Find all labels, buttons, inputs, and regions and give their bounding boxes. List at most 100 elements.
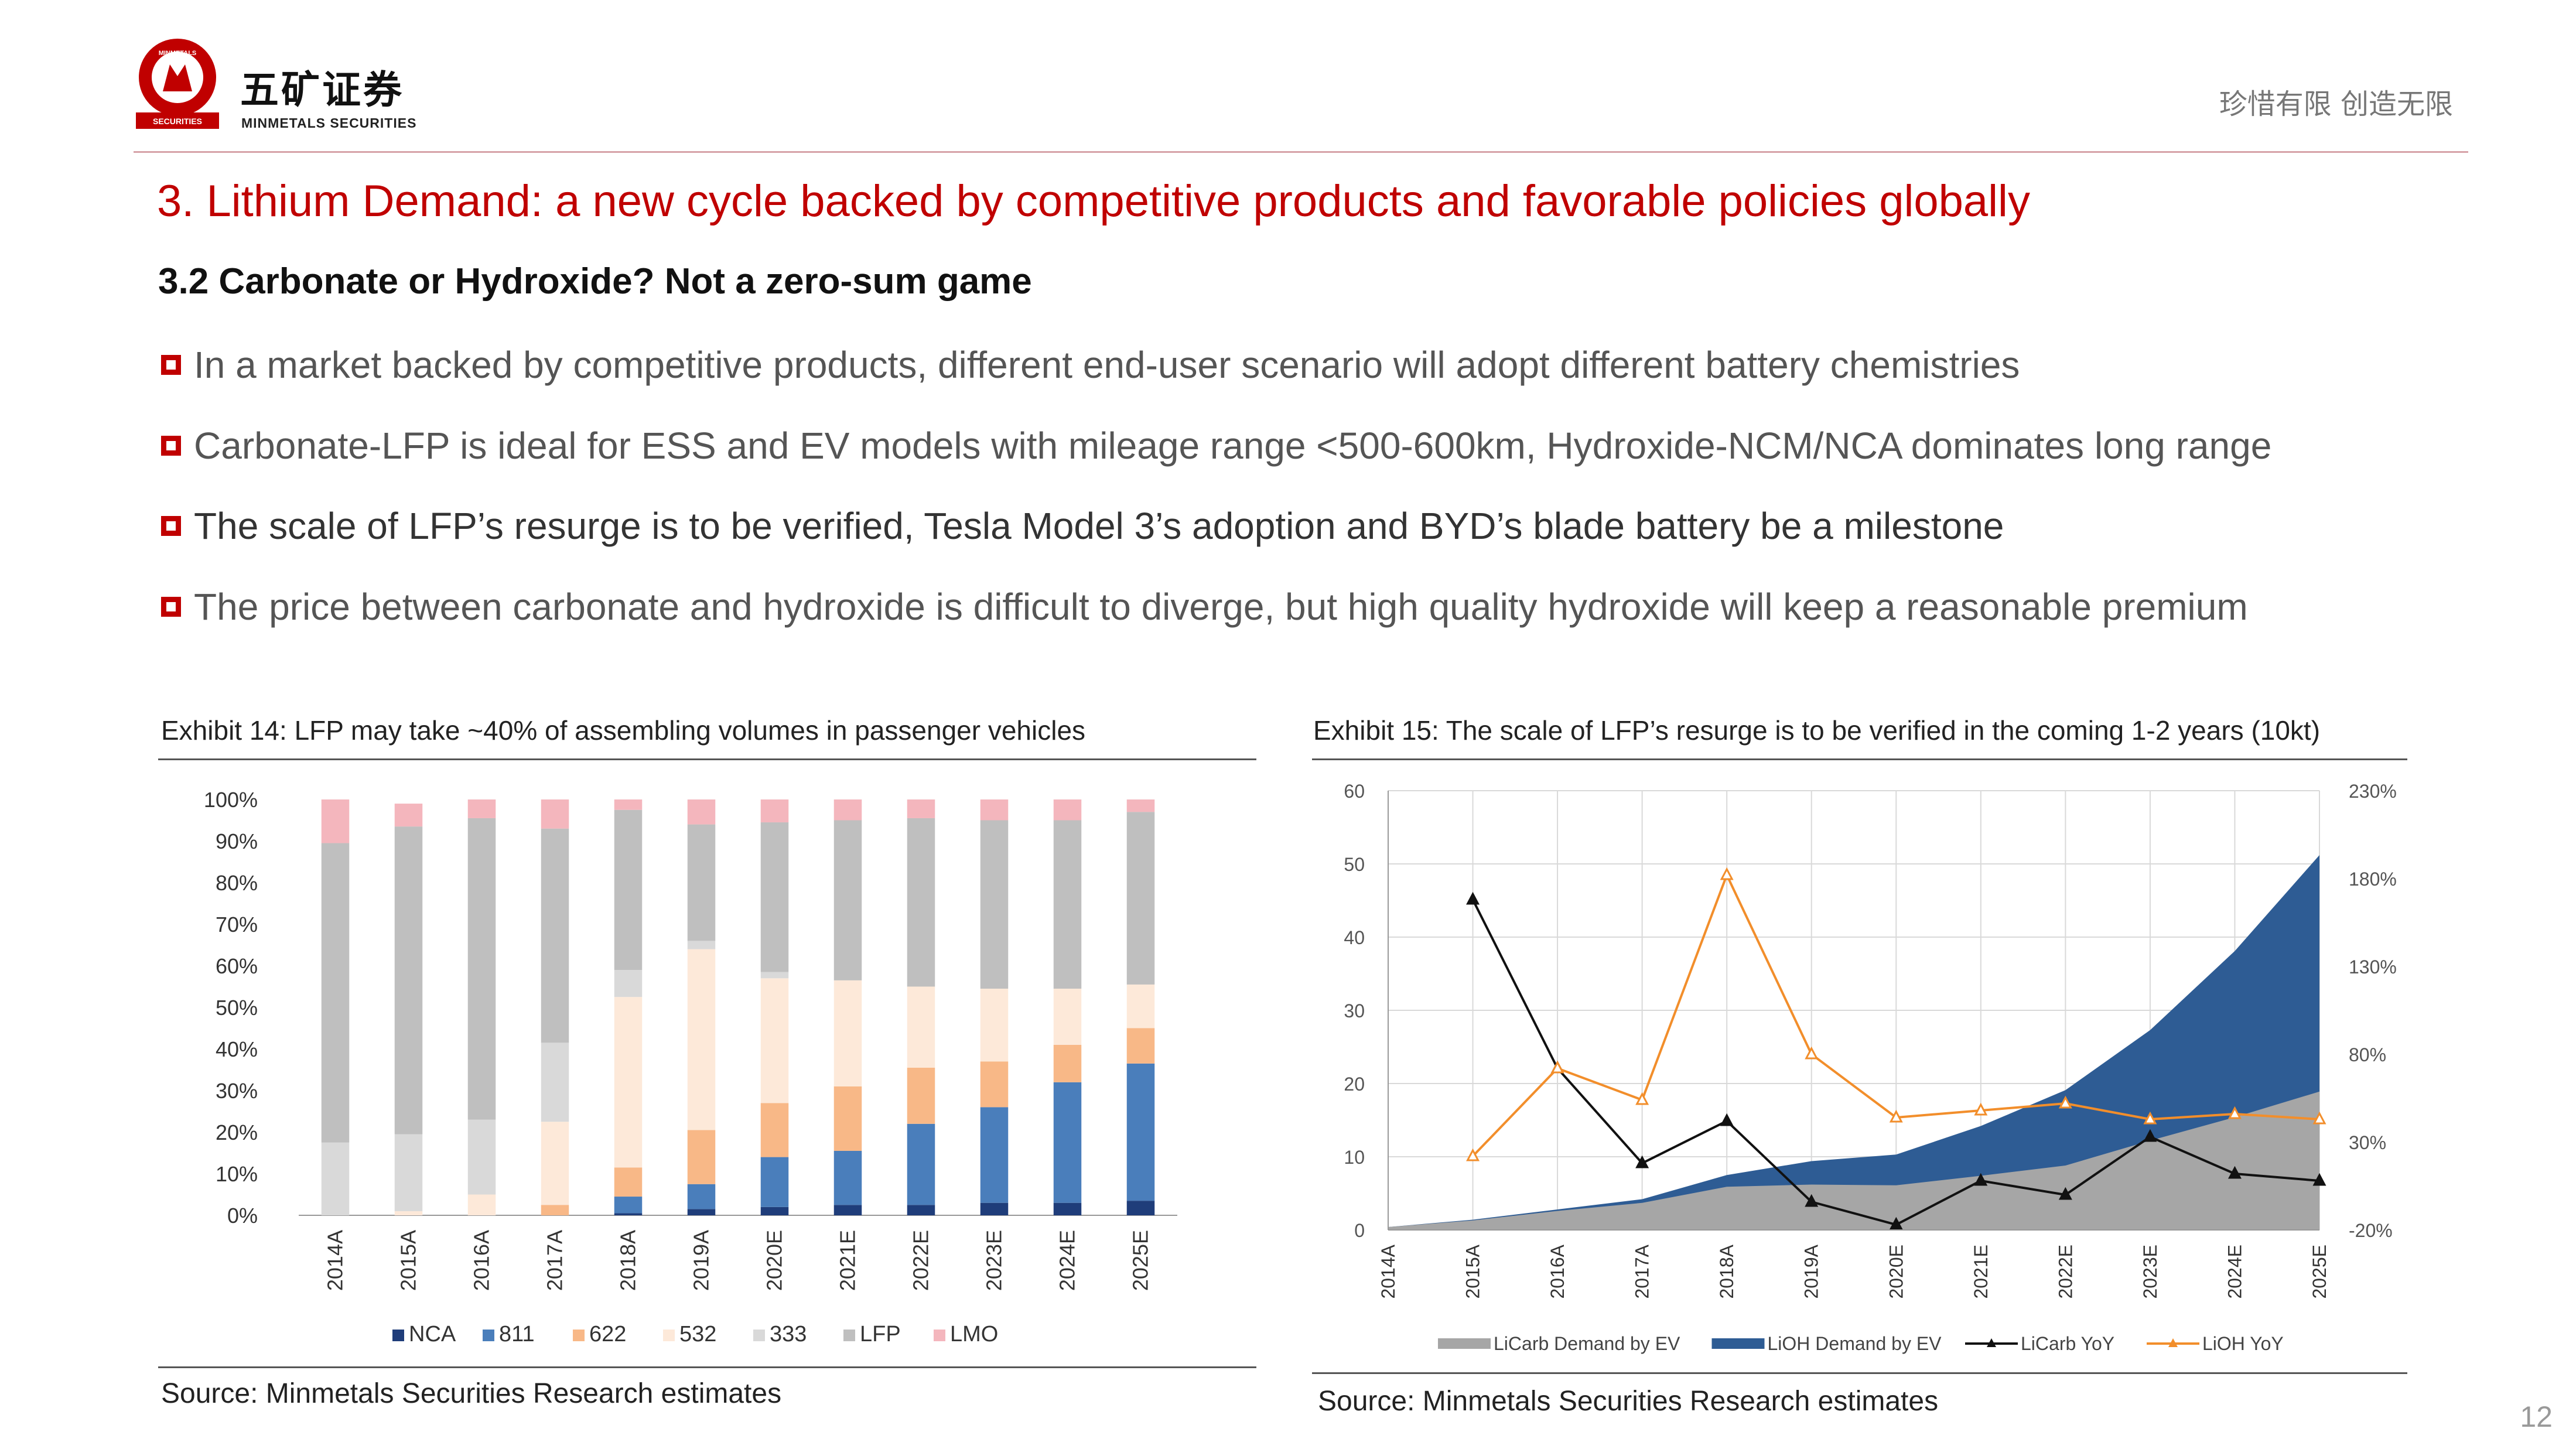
bar-segment-811 [1126, 1063, 1155, 1201]
bar-segment-532 [1126, 984, 1155, 1028]
bar-segment-lfp [907, 818, 935, 987]
line-point-marker [1635, 1092, 1649, 1105]
x-tick-label: 2014A [323, 1230, 347, 1291]
line-point-marker [2312, 1111, 2326, 1125]
bar-segment-622 [1053, 1044, 1082, 1082]
bar-segment-622 [541, 1205, 569, 1215]
bar-segment-lfp [760, 822, 789, 972]
bullet-square-icon [161, 436, 181, 456]
bar-segment-532 [541, 1122, 569, 1205]
legend-label: LFP [860, 1322, 901, 1347]
bar-segment-lmo [467, 799, 496, 818]
legend-swatch [1438, 1338, 1491, 1349]
x-tick-label: 2025E [2309, 1245, 2330, 1299]
exhibit14-source: Source: Minmetals Securities Research es… [161, 1378, 782, 1409]
y-left-tick-label: 30 [1344, 1000, 1365, 1021]
x-tick-label: 2018A [616, 1230, 640, 1291]
bar-segment-811 [833, 1150, 862, 1205]
line-point-marker [1720, 1113, 1734, 1126]
slogan: 珍惜有限 创造无限 [2219, 88, 2453, 121]
bar-segment-lmo [1053, 799, 1082, 821]
legend-swatch [843, 1330, 855, 1341]
bar-segment-811 [760, 1157, 789, 1207]
y-tick-label: 90% [216, 829, 258, 853]
y-tick-label: 10% [216, 1162, 258, 1186]
bar-segment-lmo [833, 799, 862, 821]
bar-segment-532 [907, 986, 935, 1068]
bar-segment-nca [1053, 1202, 1082, 1215]
y-tick-label: 30% [216, 1079, 258, 1103]
bar-segment-lfp [467, 818, 496, 1120]
bar-segment-nca [980, 1202, 1009, 1215]
bar-segment-333 [687, 941, 716, 949]
y-tick-label: 50% [216, 996, 258, 1020]
y-tick-label: 0% [227, 1204, 258, 1228]
y-right-tick-label: 180% [2349, 869, 2397, 890]
bar-segment-532 [833, 980, 862, 1086]
exhibit15-chart: 0 10 20 30 40 50 60 -20% 30% 80% 130% 180% 230% 2014A… [1344, 781, 2397, 1354]
y-tick-label: 70% [216, 913, 258, 937]
bar-segment-532 [614, 997, 643, 1168]
x-tick-label: 2022E [909, 1230, 933, 1291]
line-point-marker [2312, 1173, 2326, 1186]
y-left-tick-label: 40 [1344, 927, 1365, 948]
line-point-marker [1550, 1060, 1564, 1074]
line-point-marker [1889, 1109, 1903, 1123]
y-right-tick-label: 30% [2349, 1132, 2386, 1153]
legend-label: LiCarb YoY [2021, 1333, 2114, 1354]
x-tick-label: 2015A [397, 1230, 421, 1291]
bar-segment-nca [614, 1213, 643, 1215]
bar-segment-lmo [394, 804, 423, 827]
bar-segment-nca [833, 1205, 862, 1215]
x-tick-label: 2024E [1055, 1230, 1079, 1291]
area-licarb-demand-by-ev [1388, 1091, 2319, 1230]
bar-segment-532 [760, 978, 789, 1103]
bullet-square-icon [161, 355, 181, 375]
bar-segment-lfp [394, 826, 423, 1134]
x-tick-label: 2021E [1970, 1245, 1991, 1299]
bar-segment-622 [907, 1067, 935, 1124]
line-point-marker [1889, 1216, 1903, 1230]
y-left-tick-label: 20 [1344, 1074, 1365, 1095]
exhibit15-source: Source: Minmetals Securities Research es… [1318, 1386, 1939, 1417]
bullet-item: The scale of LFP’s resurge is to be veri… [161, 503, 2004, 549]
bar-segment-622 [687, 1130, 716, 1184]
exhibit14-top-rule [158, 758, 1256, 760]
bar-segment-nca [687, 1209, 716, 1215]
legend-label: 333 [770, 1322, 807, 1347]
line-point-marker [1805, 1046, 1819, 1060]
bar-segment-lfp [614, 809, 643, 970]
line-point-marker [2143, 1111, 2157, 1125]
bar-segment-622 [1126, 1028, 1155, 1064]
x-tick-label: 2016A [470, 1230, 494, 1291]
legend-marker [1987, 1338, 1996, 1347]
header-divider [134, 151, 2468, 153]
bar-segment-lfp [1126, 812, 1155, 985]
bar-segment-lfp [1053, 820, 1082, 989]
line-point-marker [1635, 1155, 1649, 1168]
bullet-text: The scale of LFP’s resurge is to be veri… [194, 505, 2004, 547]
x-tick-label: 2024E [2224, 1245, 2245, 1299]
line-point-marker [1805, 1194, 1819, 1207]
x-tick-label: 2016A [1547, 1244, 1568, 1298]
bar-segment-lfp [541, 828, 569, 1043]
bar-segment-532 [1053, 989, 1082, 1045]
bar-segment-622 [614, 1167, 643, 1197]
x-tick-label: 2021E [836, 1230, 860, 1291]
brand-name-en: MINMETALS SECURITIES [241, 115, 417, 131]
bullet-text: In a market backed by competitive produc… [194, 344, 2020, 386]
bar-segment-nca [1126, 1201, 1155, 1215]
bar-segment-811 [614, 1197, 643, 1214]
bar-segment-532 [687, 949, 716, 1130]
bar-segment-lmo [614, 799, 643, 810]
minmetals-logo: MINMETALS SECURITIES [136, 39, 219, 129]
bar-segment-811 [687, 1184, 716, 1209]
line-point-marker [2143, 1129, 2157, 1142]
x-tick-label: 2019A [689, 1230, 713, 1291]
bullet-text: The price between carbonate and hydroxid… [194, 586, 2248, 628]
bar-segment-lmo [980, 799, 1009, 821]
legend-label: 622 [589, 1322, 626, 1347]
line-point-marker [2058, 1095, 2072, 1109]
bar-segment-622 [833, 1086, 862, 1151]
bullet-square-icon [161, 597, 181, 617]
